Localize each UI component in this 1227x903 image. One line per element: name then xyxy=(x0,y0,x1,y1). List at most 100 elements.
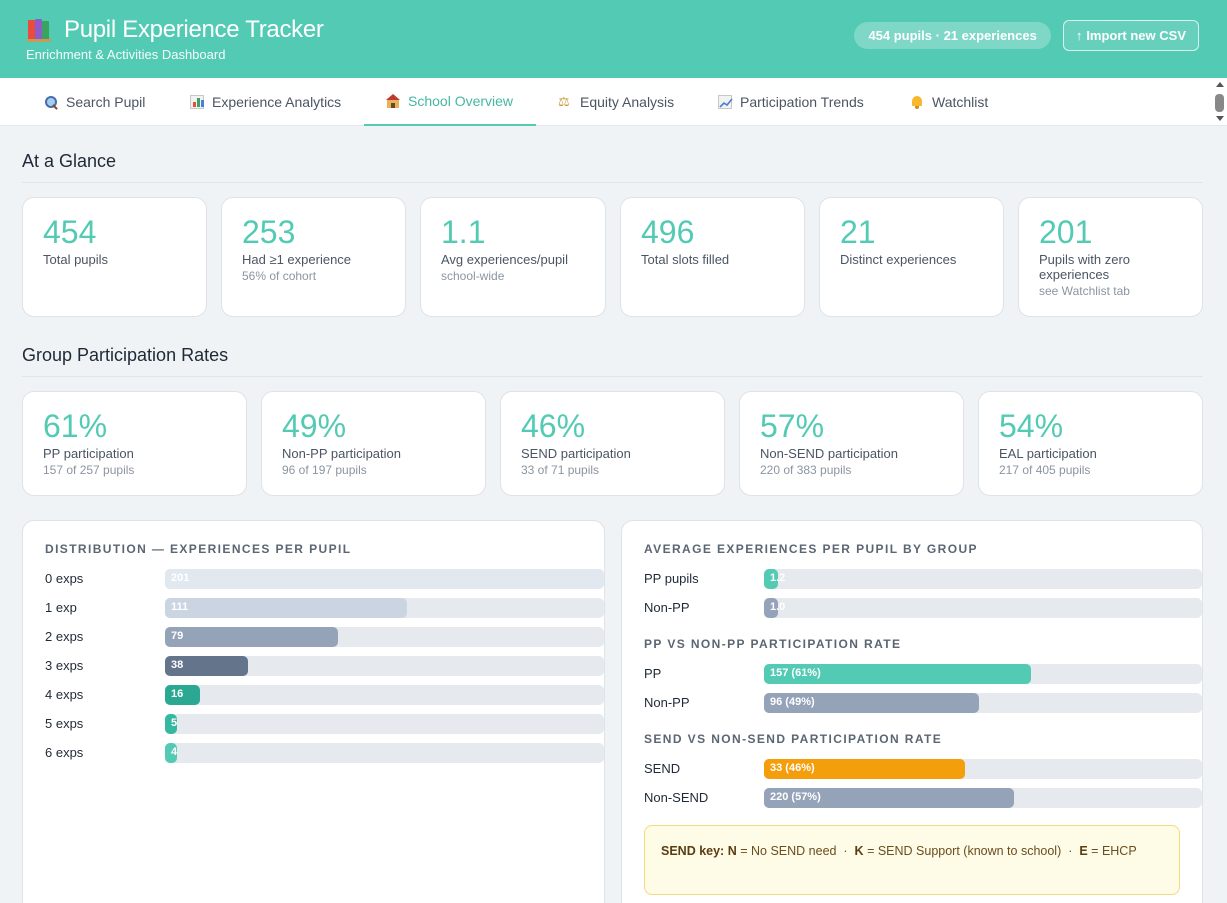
bar-fill: 16 xyxy=(165,685,200,705)
stat-sub: see Watchlist tab xyxy=(1039,284,1130,298)
bar-row: 6 exps 4 xyxy=(45,743,604,763)
upload-arrow-icon: ↑ xyxy=(1075,28,1083,43)
tab-participation-trends[interactable]: Participation Trends xyxy=(696,78,886,126)
stat-label: Avg experiences/pupil xyxy=(441,252,568,267)
stat-value: 1.1 xyxy=(441,214,486,250)
send-key-code: N xyxy=(727,844,737,858)
tab-label: Watchlist xyxy=(932,94,989,110)
app-header: Pupil Experience Tracker Enrichment & Ac… xyxy=(0,0,1227,78)
bar-value-label: 4 xyxy=(171,746,178,758)
bar-label: 5 exps xyxy=(45,716,84,731)
bar-value-label: 1.2 xyxy=(770,572,786,584)
stat-label: Non-SEND participation xyxy=(760,446,899,461)
bar-track: 157 (61%) xyxy=(764,664,1202,684)
bell-icon xyxy=(910,95,924,109)
import-csv-button[interactable]: ↑ Import new CSV xyxy=(1062,20,1199,51)
bar-fill: 38 xyxy=(165,656,248,676)
bar-label: Non-PP xyxy=(644,600,690,615)
bar-label: SEND xyxy=(644,761,681,776)
tab-label: Participation Trends xyxy=(740,94,864,110)
summary-pill: 454 pupils · 21 experiences xyxy=(854,22,1051,49)
bar-track: 1.2 xyxy=(764,569,1202,589)
divider xyxy=(22,376,1203,377)
tab-bar: Search Pupil Experience Analytics School… xyxy=(0,78,1227,126)
bar-fill: 1.0 xyxy=(764,598,785,618)
stat-value: 57% xyxy=(760,408,825,444)
bar-fill: 157 (61%) xyxy=(764,664,1032,684)
stat-label: SEND participation xyxy=(521,446,631,461)
bar-track: 201 xyxy=(165,569,604,589)
bar-label: PP xyxy=(644,666,662,681)
bar-fill: 220 (57%) xyxy=(764,788,1014,808)
send-key-note: SEND key: N = No SEND need · K = SEND Su… xyxy=(644,825,1180,895)
bar-value-label: 16 xyxy=(171,688,184,700)
bar-row: PP pupils 1.2 xyxy=(644,569,1202,589)
rate-card-eal: 54% EAL participation 217 of 405 pupils xyxy=(978,391,1203,496)
tab-experience-analytics[interactable]: Experience Analytics xyxy=(168,78,363,126)
brand: Pupil Experience Tracker Enrichment & Ac… xyxy=(26,16,324,62)
stat-label: Had ≥1 experience xyxy=(242,252,352,267)
stat-label: Non-PP participation xyxy=(282,446,401,461)
bar-value-label: 38 xyxy=(171,659,184,671)
balance-scale-icon: ⚖ xyxy=(558,94,570,109)
panel-title: SEND vs Non-SEND participation rate xyxy=(644,732,943,746)
stat-sub: 56% of cohort xyxy=(242,269,317,283)
bar-fill: 33 (46%) xyxy=(764,759,966,779)
stat-sub: 157 of 257 pupils xyxy=(43,463,135,477)
bar-row: SEND 33 (46%) xyxy=(644,759,1202,779)
bar-track: 5 xyxy=(165,714,604,734)
magnifier-icon xyxy=(44,95,58,109)
stat-card-slots-filled: 496 Total slots filled xyxy=(620,197,805,317)
bar-chart-icon xyxy=(190,95,204,109)
bar-track: 1.0 xyxy=(764,598,1202,618)
bar-row: 4 exps 16 xyxy=(45,685,604,705)
stat-label: Distinct experiences xyxy=(840,252,957,267)
send-key-code: E xyxy=(1079,844,1088,858)
stat-label: Total slots filled xyxy=(641,252,730,267)
bar-fill: 111 xyxy=(165,598,408,618)
tab-label: Equity Analysis xyxy=(580,94,675,110)
send-key-text: = No SEND need xyxy=(740,844,837,858)
bar-row: 5 exps 5 xyxy=(45,714,604,734)
stat-sub: 220 of 383 pupils xyxy=(760,463,852,477)
bar-value-label: 220 (57%) xyxy=(770,791,821,803)
stat-sub: 96 of 197 pupils xyxy=(282,463,367,477)
tab-equity-analysis[interactable]: ⚖ Equity Analysis xyxy=(536,78,696,126)
stat-card-distinct-experiences: 21 Distinct experiences xyxy=(819,197,1004,317)
stat-value: 454 xyxy=(43,214,97,250)
app-subtitle: Enrichment & Activities Dashboard xyxy=(26,47,226,62)
panel-title: Average experiences per pupil by group xyxy=(644,542,978,556)
bar-row: Non-SEND 220 (57%) xyxy=(644,788,1202,808)
separator: · xyxy=(843,844,848,858)
bar-value-label: 33 (46%) xyxy=(770,762,815,774)
send-key-code: K xyxy=(854,844,864,858)
section-title-glance: At a Glance xyxy=(22,151,117,171)
bar-value-label: 1.0 xyxy=(770,601,786,613)
bar-fill: 201 xyxy=(165,569,604,589)
stat-value: 54% xyxy=(999,408,1064,444)
panel-title: PP vs Non-PP participation rate xyxy=(644,637,902,651)
app-title: Pupil Experience Tracker xyxy=(64,16,324,43)
bar-label: 4 exps xyxy=(45,687,84,702)
bar-label: 0 exps xyxy=(45,571,84,586)
bar-track: 220 (57%) xyxy=(764,788,1202,808)
bar-value-label: 111 xyxy=(171,601,189,613)
stat-label: Pupils with zero experiences xyxy=(1039,252,1131,282)
stat-sub: 33 of 71 pupils xyxy=(521,463,600,477)
bar-label: 2 exps xyxy=(45,629,84,644)
rate-card-non-send: 57% Non-SEND participation 220 of 383 pup… xyxy=(739,391,964,496)
tab-scroll-control[interactable] xyxy=(1215,82,1225,126)
bar-label: Non-PP xyxy=(644,695,690,710)
bar-fill: 1.2 xyxy=(764,569,785,589)
tab-search-pupil[interactable]: Search Pupil xyxy=(22,78,167,126)
tab-label: Search Pupil xyxy=(66,94,146,110)
stat-value: 496 xyxy=(641,214,695,250)
school-icon xyxy=(386,94,400,108)
bar-track: 4 xyxy=(165,743,604,763)
tab-watchlist[interactable]: Watchlist xyxy=(888,78,1010,126)
send-key-heading: SEND key: xyxy=(661,844,725,858)
bar-value-label: 201 xyxy=(171,572,190,584)
bar-value-label: 96 (49%) xyxy=(770,696,815,708)
tab-school-overview[interactable]: School Overview xyxy=(364,78,536,126)
trend-chart-icon xyxy=(718,95,733,109)
